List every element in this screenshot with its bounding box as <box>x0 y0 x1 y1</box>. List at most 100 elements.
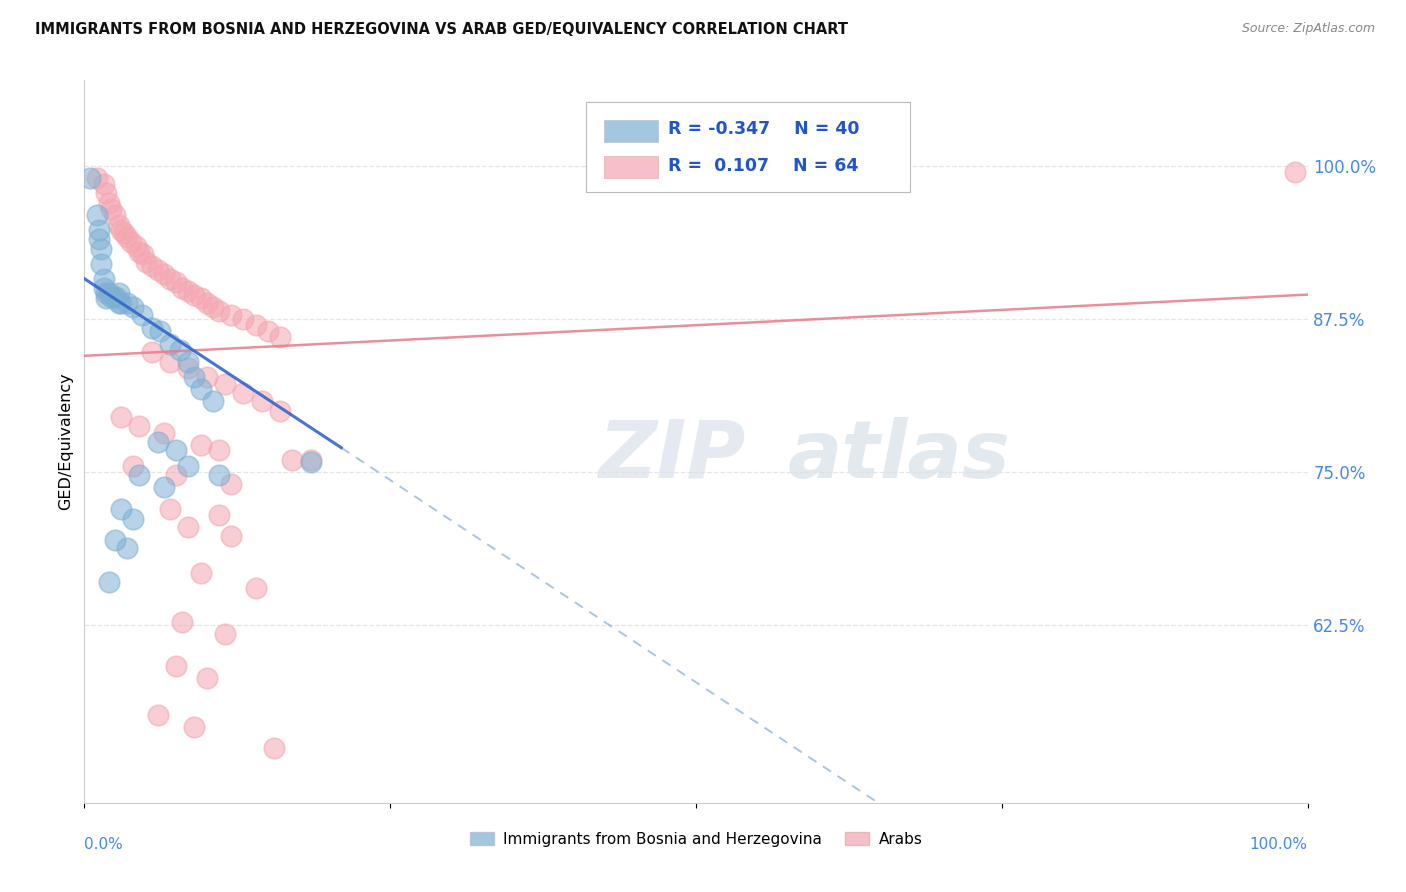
Point <box>146 434 169 449</box>
Point <box>153 480 176 494</box>
Point <box>131 309 153 323</box>
Point <box>153 425 176 440</box>
Point <box>281 453 304 467</box>
Point <box>128 467 150 482</box>
Point <box>141 345 163 359</box>
Point <box>183 369 205 384</box>
Text: 100.0%: 100.0% <box>1250 838 1308 853</box>
Point <box>190 566 212 580</box>
Point <box>93 281 115 295</box>
Legend: Immigrants from Bosnia and Herzegovina, Arabs: Immigrants from Bosnia and Herzegovina, … <box>464 826 928 853</box>
Point <box>208 467 231 482</box>
Point <box>104 208 127 222</box>
Point <box>269 404 291 418</box>
Point <box>177 520 200 534</box>
Point <box>172 615 194 629</box>
Point <box>177 361 200 376</box>
Point <box>232 312 254 326</box>
Point <box>115 230 138 244</box>
Point <box>87 232 110 246</box>
Point <box>97 575 120 590</box>
Point <box>159 336 181 351</box>
Point <box>93 271 115 285</box>
Point <box>232 385 254 400</box>
Point <box>183 720 205 734</box>
Point <box>110 222 132 236</box>
Point <box>153 267 176 281</box>
Point <box>132 247 155 261</box>
Point <box>90 242 112 256</box>
Point <box>208 508 231 522</box>
Point <box>93 178 115 192</box>
Point <box>159 502 181 516</box>
Point <box>208 443 231 458</box>
Point <box>177 284 200 298</box>
Point <box>214 627 236 641</box>
Text: IMMIGRANTS FROM BOSNIA AND HERZEGOVINA VS ARAB GED/EQUIVALENCY CORRELATION CHART: IMMIGRANTS FROM BOSNIA AND HERZEGOVINA V… <box>35 22 848 37</box>
Point <box>219 477 242 491</box>
Point <box>110 410 132 425</box>
Point <box>90 257 112 271</box>
Point <box>96 286 118 301</box>
Point <box>245 582 267 596</box>
Point <box>177 458 200 473</box>
Point <box>110 502 132 516</box>
Point <box>146 707 169 722</box>
Point <box>219 529 242 543</box>
Point <box>177 355 200 369</box>
Point <box>201 394 224 409</box>
Point <box>190 438 212 452</box>
FancyBboxPatch shape <box>605 120 658 142</box>
Text: 0.0%: 0.0% <box>84 838 124 853</box>
Point <box>104 533 127 547</box>
Point <box>141 320 163 334</box>
Point <box>195 671 218 685</box>
Point <box>87 222 110 236</box>
Text: R = -0.347    N = 40: R = -0.347 N = 40 <box>668 120 859 138</box>
Point <box>190 382 212 396</box>
Point <box>103 290 125 304</box>
Point <box>299 455 322 469</box>
Point <box>135 254 157 268</box>
Point <box>146 263 169 277</box>
Point <box>112 227 135 241</box>
Point <box>100 290 122 304</box>
Point <box>190 291 212 305</box>
Point <box>195 369 218 384</box>
Point <box>159 355 181 369</box>
Point <box>107 218 129 232</box>
Point <box>159 271 181 285</box>
Point <box>122 458 145 473</box>
Point <box>172 281 194 295</box>
Point <box>97 286 120 301</box>
Point <box>245 318 267 333</box>
Point <box>100 202 122 216</box>
Point <box>201 300 224 314</box>
Point <box>165 467 187 482</box>
Point <box>110 296 132 310</box>
Point <box>195 296 218 310</box>
Y-axis label: GED/Equivalency: GED/Equivalency <box>58 373 73 510</box>
FancyBboxPatch shape <box>605 156 658 178</box>
Point <box>96 291 118 305</box>
Point <box>208 303 231 318</box>
Point <box>1284 165 1306 179</box>
Point <box>250 394 273 409</box>
Point <box>263 740 285 755</box>
Text: Source: ZipAtlas.com: Source: ZipAtlas.com <box>1241 22 1375 36</box>
Point <box>165 276 187 290</box>
Point <box>122 300 145 314</box>
FancyBboxPatch shape <box>586 102 910 193</box>
Point <box>105 290 128 304</box>
Point <box>96 186 118 200</box>
Point <box>141 260 163 274</box>
Point <box>79 171 101 186</box>
Point <box>107 286 129 301</box>
Point <box>86 208 108 222</box>
Text: ZIP: ZIP <box>598 417 745 495</box>
Point <box>269 330 291 344</box>
Point <box>257 324 280 338</box>
Point <box>97 195 120 210</box>
Point <box>115 541 138 555</box>
Point <box>128 244 150 259</box>
